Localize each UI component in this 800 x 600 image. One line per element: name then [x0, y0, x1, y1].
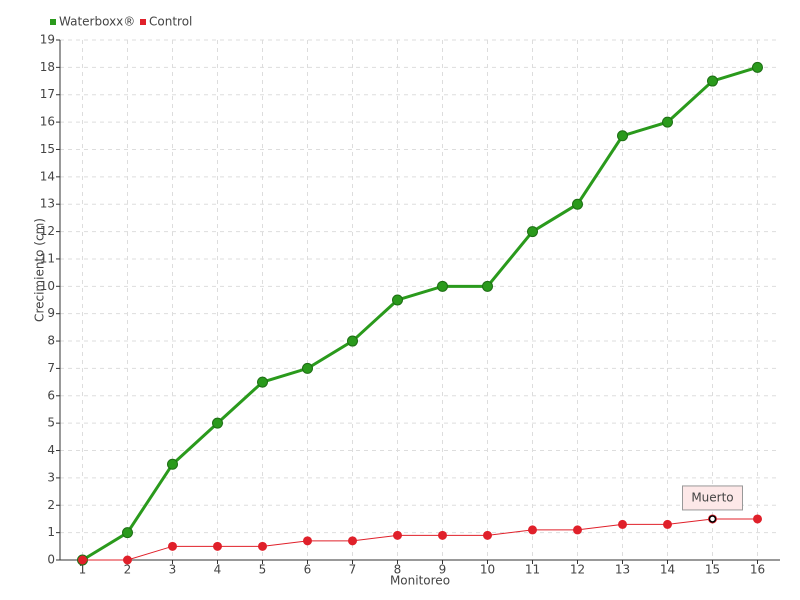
y-tick-label: 16 — [40, 115, 55, 129]
x-tick-label: 16 — [750, 563, 765, 577]
point — [212, 417, 223, 429]
point — [168, 541, 177, 551]
point — [167, 458, 178, 470]
y-tick-label: 18 — [40, 60, 55, 74]
y-tick-label: 13 — [40, 197, 55, 211]
x-tick-label: 3 — [169, 563, 177, 577]
point — [303, 536, 312, 546]
x-axis-label: Monitoreo — [390, 574, 450, 588]
point — [348, 536, 357, 546]
x-tick-label: 11 — [525, 563, 540, 577]
x-tick-label: 15 — [705, 563, 720, 577]
x-tick-label: 13 — [615, 563, 630, 577]
point — [123, 555, 132, 565]
point — [572, 198, 583, 210]
y-tick-label: 1 — [47, 525, 55, 539]
point — [482, 280, 493, 292]
x-tick-label: 10 — [480, 563, 495, 577]
point — [122, 527, 133, 539]
series-line — [82, 518, 758, 561]
point — [392, 294, 403, 306]
point — [707, 75, 718, 87]
point — [528, 525, 537, 535]
y-tick-label: 14 — [40, 169, 55, 183]
point — [752, 61, 763, 73]
y-tick-label: 8 — [47, 334, 55, 348]
x-tick-label: 12 — [570, 563, 585, 577]
point — [663, 519, 672, 529]
point — [483, 530, 492, 540]
x-tick-label: 7 — [349, 563, 357, 577]
legend-label: Control — [149, 15, 192, 29]
point — [258, 541, 267, 551]
y-tick-label: 4 — [47, 443, 55, 457]
x-tick-label: 9 — [439, 563, 447, 577]
y-tick-label: 15 — [40, 142, 55, 156]
y-tick-label: 6 — [47, 388, 55, 402]
x-tick-label: 6 — [304, 563, 312, 577]
y-tick-label: 12 — [40, 224, 55, 238]
x-tick-label: 1 — [79, 563, 87, 577]
point — [662, 116, 673, 128]
legend-swatch — [50, 19, 56, 25]
point — [302, 362, 313, 374]
point — [438, 530, 447, 540]
annotation-text: Muerto — [691, 490, 733, 504]
x-tick-label: 14 — [660, 563, 675, 577]
y-tick-label: 10 — [40, 279, 55, 293]
point — [78, 555, 87, 565]
x-tick-label: 5 — [259, 563, 267, 577]
point — [213, 541, 222, 551]
point — [617, 130, 628, 142]
annotation-box — [682, 485, 743, 511]
point — [393, 530, 402, 540]
series-line — [81, 65, 758, 562]
annotation-point — [708, 515, 717, 523]
point — [527, 226, 538, 238]
legend-label: Waterboxx® — [59, 15, 135, 29]
y-tick-label: 0 — [47, 553, 55, 567]
y-tick-label: 19 — [40, 33, 55, 47]
y-tick-label: 11 — [40, 251, 55, 265]
legend-swatch — [140, 19, 146, 25]
y-tick-label: 5 — [47, 416, 55, 430]
y-tick-label: 3 — [47, 470, 55, 484]
y-tick-label: 2 — [47, 498, 55, 512]
point — [573, 525, 582, 535]
x-tick-label: 2 — [124, 563, 132, 577]
x-tick-label: 4 — [214, 563, 222, 577]
y-tick-label: 7 — [47, 361, 55, 375]
point — [618, 519, 627, 529]
point — [257, 376, 268, 388]
point — [753, 514, 762, 524]
y-tick-label: 9 — [47, 306, 55, 320]
y-tick-label: 17 — [40, 87, 55, 101]
point — [347, 335, 358, 347]
y-axis-label: Crecimiento (cm) — [33, 218, 47, 322]
point — [437, 280, 448, 292]
x-tick-label: 8 — [394, 563, 402, 577]
